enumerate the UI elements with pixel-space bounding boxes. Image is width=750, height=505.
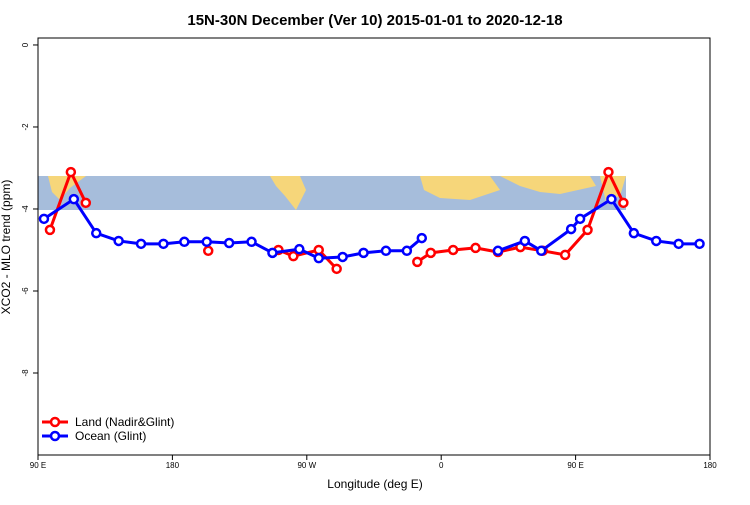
point xyxy=(38,213,50,225)
point xyxy=(267,247,278,259)
point xyxy=(618,197,629,209)
y-tick-label: -4 xyxy=(21,205,30,213)
point xyxy=(246,236,257,248)
y-tick-label: 0 xyxy=(21,42,30,47)
y-axis-label: XCO2 - MLO trend (ppm) xyxy=(0,180,13,315)
point xyxy=(68,193,80,205)
point xyxy=(380,245,392,257)
point xyxy=(288,250,299,262)
point xyxy=(65,166,77,178)
point xyxy=(412,256,423,268)
point xyxy=(606,193,617,205)
y-tick-label: -8 xyxy=(21,369,30,377)
x-tick-label: 90 E xyxy=(30,461,46,470)
point xyxy=(492,245,504,257)
point xyxy=(565,223,577,235)
x-tick-label: 180 xyxy=(703,461,717,470)
point xyxy=(470,242,481,254)
point xyxy=(202,245,214,257)
point xyxy=(603,166,614,178)
point xyxy=(80,197,92,209)
point xyxy=(294,243,305,255)
point xyxy=(628,227,640,239)
point xyxy=(574,213,586,225)
legend-marker xyxy=(49,430,61,442)
point xyxy=(337,251,348,263)
y-tick-label: -6 xyxy=(21,287,30,295)
point xyxy=(416,232,428,244)
x-tick-label: 180 xyxy=(166,461,180,470)
point xyxy=(536,245,547,257)
point xyxy=(223,237,235,249)
point xyxy=(358,247,369,259)
point xyxy=(113,235,124,247)
plot-frame xyxy=(37,37,711,456)
point xyxy=(313,244,324,256)
point xyxy=(425,247,436,259)
point xyxy=(44,224,56,236)
point xyxy=(201,236,212,248)
point xyxy=(559,249,571,261)
point xyxy=(673,238,684,250)
point xyxy=(90,227,102,239)
point xyxy=(313,252,324,264)
map-band xyxy=(38,176,626,210)
point xyxy=(331,263,342,275)
legend-label: Land (Nadir&Glint) xyxy=(75,415,174,429)
point xyxy=(179,236,190,248)
x-axis-label: Longitude (deg E) xyxy=(327,477,422,491)
x-tick-label: 0 xyxy=(439,461,444,470)
point xyxy=(650,235,662,247)
point xyxy=(401,245,413,257)
point xyxy=(694,238,705,250)
legend-label: Ocean (Glint) xyxy=(75,429,146,443)
point xyxy=(135,238,147,250)
chart-title: 15N-30N December (Ver 10) 2015-01-01 to … xyxy=(187,12,562,29)
point xyxy=(519,235,531,247)
legend-marker xyxy=(49,416,61,428)
x-tick-label: 90 E xyxy=(567,461,583,470)
point xyxy=(582,224,593,236)
point xyxy=(447,244,459,256)
y-tick-label: -2 xyxy=(21,123,30,131)
x-tick-label: 90 W xyxy=(297,461,316,470)
point xyxy=(158,238,169,250)
